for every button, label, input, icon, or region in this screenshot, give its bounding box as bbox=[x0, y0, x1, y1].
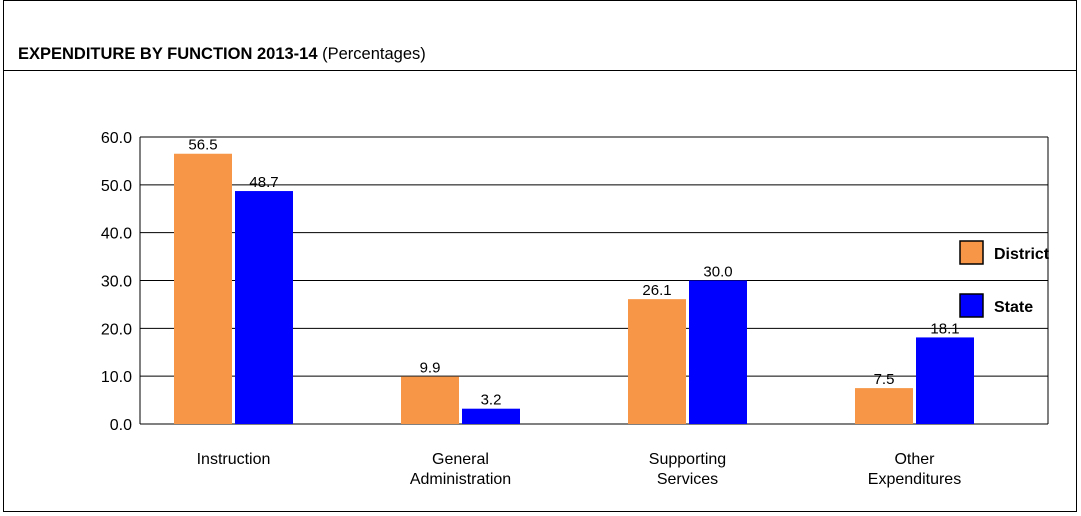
data-label: 9.9 bbox=[420, 360, 441, 377]
y-tick-label: 50.0 bbox=[101, 178, 132, 195]
chart-title-main: EXPENDITURE BY FUNCTION 2013-14 bbox=[18, 45, 318, 63]
legend-swatch-district bbox=[959, 240, 984, 265]
bar-state bbox=[235, 191, 293, 424]
bar-district bbox=[628, 299, 686, 424]
x-tick-label: Supporting bbox=[649, 451, 726, 468]
y-tick-label: 40.0 bbox=[101, 226, 132, 243]
chart-title-sub: (Percentages) bbox=[322, 45, 426, 63]
bar-district bbox=[401, 376, 459, 424]
bar-state bbox=[689, 280, 747, 424]
x-tick-label: General bbox=[432, 451, 489, 468]
data-label: 3.2 bbox=[481, 392, 502, 409]
data-label: 18.1 bbox=[930, 320, 959, 337]
data-label: 26.1 bbox=[642, 282, 671, 299]
x-tick-label: Administration bbox=[410, 471, 511, 488]
data-label: 48.7 bbox=[249, 174, 278, 191]
data-label: 7.5 bbox=[874, 371, 895, 388]
data-label: 56.5 bbox=[188, 137, 217, 154]
y-tick-label: 0.0 bbox=[110, 417, 132, 434]
x-tick-label: Other bbox=[894, 451, 935, 468]
legend-label-state: State bbox=[994, 299, 1033, 316]
y-tick-label: 20.0 bbox=[101, 321, 132, 338]
chart-title: EXPENDITURE BY FUNCTION 2013-14 (Percent… bbox=[18, 45, 426, 64]
y-tick-label: 60.0 bbox=[101, 130, 132, 147]
title-bar: EXPENDITURE BY FUNCTION 2013-14 (Percent… bbox=[4, 37, 1076, 71]
x-tick-label: Expenditures bbox=[868, 471, 961, 488]
bar-state bbox=[462, 408, 520, 424]
y-tick-label: 30.0 bbox=[101, 274, 132, 291]
x-tick-label: Instruction bbox=[197, 451, 271, 468]
x-tick-label: Services bbox=[657, 471, 718, 488]
bar-state bbox=[916, 337, 974, 424]
legend-label-district: District bbox=[994, 246, 1050, 263]
data-label: 30.0 bbox=[703, 264, 732, 281]
legend-swatch-state bbox=[959, 293, 984, 318]
bar-district bbox=[855, 388, 913, 424]
y-tick-label: 10.0 bbox=[101, 369, 132, 386]
bar-district bbox=[174, 153, 232, 424]
